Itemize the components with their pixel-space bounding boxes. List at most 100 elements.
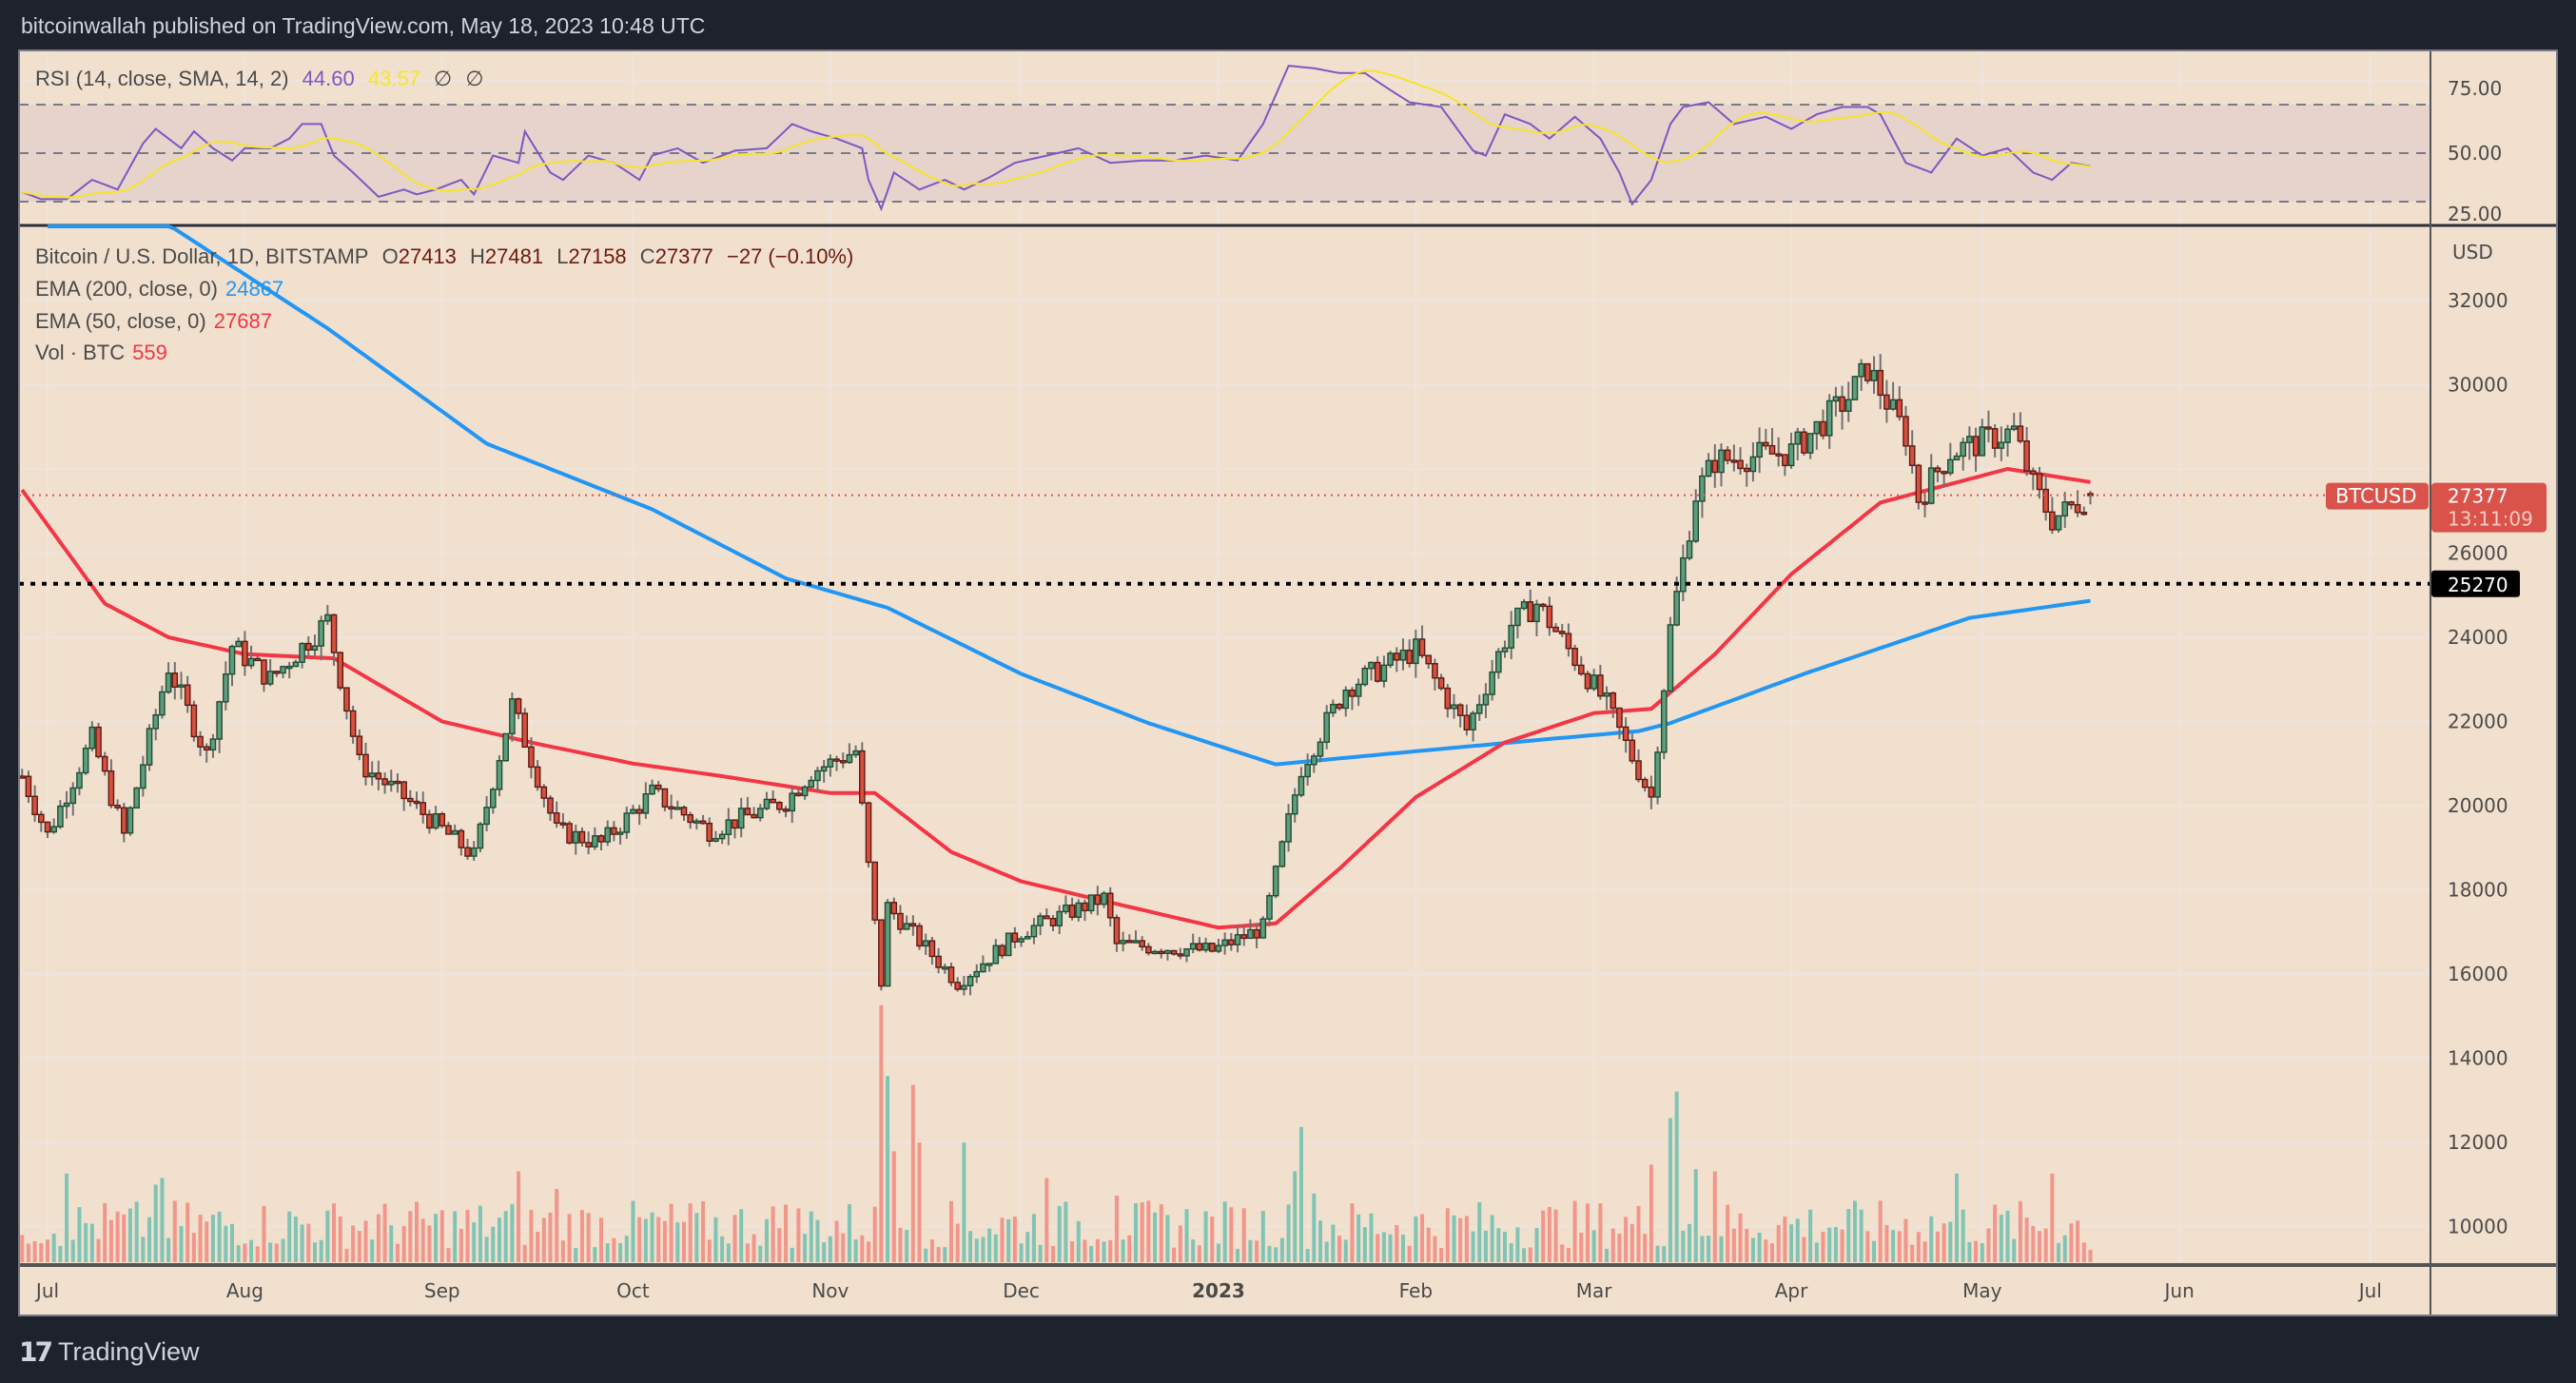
volume-bar bbox=[1350, 1203, 1355, 1262]
volume-bar bbox=[1140, 1201, 1144, 1262]
volume-bar bbox=[675, 1222, 680, 1262]
candle-up bbox=[1101, 892, 1107, 906]
candle-down bbox=[954, 982, 961, 990]
price-axis[interactable]: 32000 30000 26000 24000 22000 20000 18000 16000… bbox=[2448, 289, 2508, 1238]
volume-bar bbox=[472, 1222, 477, 1262]
rsi-axis[interactable]: 75.00 50.00 25.00 bbox=[2448, 77, 2502, 225]
candle-up bbox=[63, 802, 70, 808]
volume-bar bbox=[1490, 1215, 1494, 1262]
candle-down bbox=[1374, 661, 1381, 682]
volume-legend[interactable]: Vol · BTC 559 bbox=[35, 341, 175, 365]
candle-down bbox=[833, 758, 840, 762]
volume-bar bbox=[1897, 1231, 1902, 1262]
ema50-legend[interactable]: EMA (50, close, 0) 27687 bbox=[35, 309, 280, 334]
volume-bar bbox=[503, 1211, 508, 1262]
candle-down bbox=[1915, 464, 1922, 503]
symbol-legend[interactable]: Bitcoin / U.S. Dollar, 1D, BITSTAMP O274… bbox=[35, 244, 861, 269]
candle-down bbox=[381, 778, 388, 786]
candle-up bbox=[159, 691, 166, 716]
volume-bar bbox=[1942, 1223, 1946, 1262]
candle-up bbox=[1278, 841, 1286, 867]
candle-down bbox=[1463, 714, 1471, 730]
candle-down bbox=[909, 923, 917, 927]
volume-bar bbox=[224, 1225, 228, 1262]
candle-up bbox=[1215, 945, 1222, 952]
time-axis[interactable]: Jul Aug Sep Oct Nov Dec 2023 Feb Mar Apr May Jun Jul bbox=[34, 1279, 2382, 1302]
volume-bar bbox=[205, 1221, 209, 1262]
volume-bar bbox=[1929, 1216, 1934, 1262]
candle-down bbox=[1393, 653, 1400, 661]
volume-bar bbox=[637, 1217, 642, 1262]
candle-up bbox=[324, 614, 331, 622]
candle-down bbox=[1177, 953, 1184, 957]
volume-bar bbox=[51, 1233, 56, 1262]
candle-up bbox=[941, 966, 948, 970]
candle-up bbox=[827, 758, 834, 768]
candle-down bbox=[999, 945, 1005, 957]
candle-up bbox=[292, 661, 300, 668]
candle-down bbox=[1406, 649, 1413, 665]
candle-down bbox=[1336, 703, 1343, 710]
rsi-legend[interactable]: RSI (14, close, SMA, 14, 2) 44.60 43.57 … bbox=[35, 67, 492, 91]
candle-down bbox=[1768, 444, 1776, 455]
volume-bar bbox=[1255, 1240, 1259, 1262]
volume-bar bbox=[1509, 1243, 1513, 1262]
volume-bar bbox=[841, 1233, 846, 1262]
volume-bar bbox=[548, 1212, 553, 1262]
candle-down bbox=[661, 788, 669, 808]
volume-bar bbox=[2031, 1225, 2036, 1262]
candle-down bbox=[356, 735, 363, 756]
candle-up bbox=[318, 620, 324, 647]
volume-bar bbox=[2076, 1220, 2080, 1262]
candle-up bbox=[1756, 441, 1763, 458]
candle-up bbox=[228, 645, 236, 675]
volume-bar bbox=[338, 1216, 342, 1262]
volume-bar bbox=[936, 1247, 941, 1262]
candle-down bbox=[1170, 949, 1178, 955]
candle-up bbox=[820, 766, 828, 772]
volume-bar bbox=[122, 1214, 127, 1262]
candle-up bbox=[992, 945, 1000, 964]
volume-bar bbox=[484, 1237, 489, 1262]
candle-up bbox=[496, 760, 503, 790]
candle-up bbox=[1323, 711, 1330, 743]
volume-bar bbox=[453, 1211, 458, 1262]
volume-bar bbox=[1605, 1248, 1610, 1262]
candle-up bbox=[725, 819, 732, 835]
volume-bar bbox=[70, 1239, 75, 1262]
candle-up bbox=[986, 963, 993, 966]
volume-bar bbox=[669, 1203, 673, 1262]
candle-down bbox=[1240, 934, 1248, 940]
candle-down bbox=[1864, 362, 1871, 381]
volume-bar bbox=[1064, 1201, 1068, 1262]
candle-down bbox=[1552, 626, 1559, 633]
candle-up bbox=[1342, 689, 1350, 710]
volume-bar bbox=[357, 1231, 361, 1262]
candle-up bbox=[852, 750, 859, 756]
volume-bar bbox=[872, 1206, 877, 1262]
volume-bar bbox=[46, 1239, 49, 1262]
time-tick-label: 2023 bbox=[1192, 1279, 1245, 1302]
close-label: C bbox=[639, 244, 655, 268]
volume-bar bbox=[1528, 1247, 1532, 1262]
volume-bar bbox=[1191, 1239, 1196, 1262]
candle-down bbox=[107, 769, 115, 807]
candle-up bbox=[1501, 647, 1509, 653]
ema200-legend[interactable]: EMA (200, close, 0) 24867 bbox=[35, 277, 291, 302]
volume-bar bbox=[796, 1208, 801, 1262]
volume-bar bbox=[32, 1240, 37, 1262]
candle-down bbox=[394, 780, 401, 785]
candle-down bbox=[413, 800, 420, 805]
volume-bar bbox=[1636, 1205, 1641, 1262]
candle-up bbox=[1825, 399, 1833, 437]
volume-bar bbox=[1000, 1217, 1005, 1262]
volume-bar bbox=[662, 1220, 667, 1262]
tradingview-brand[interactable]: 𝟭𝟳 TradingView bbox=[19, 1336, 200, 1368]
candle-down bbox=[1565, 633, 1572, 650]
volume-bar bbox=[1324, 1241, 1329, 1262]
volume-bar bbox=[1260, 1211, 1265, 1262]
volume-bar bbox=[1089, 1246, 1094, 1262]
volume-bar bbox=[1655, 1245, 1660, 1262]
candle-up bbox=[2004, 428, 2011, 443]
